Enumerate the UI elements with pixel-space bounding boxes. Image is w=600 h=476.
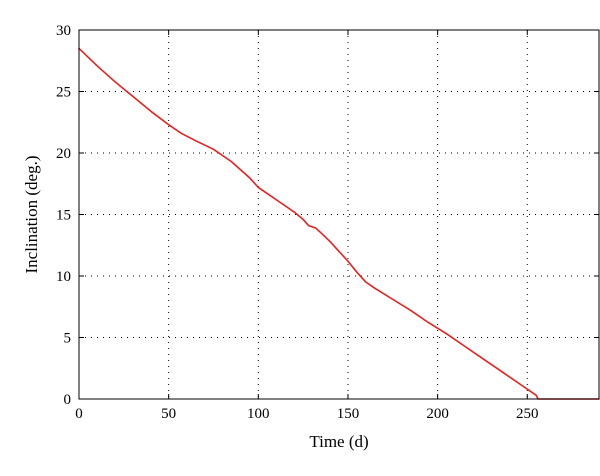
x-tick-label: 150 — [337, 406, 360, 422]
tick-marks — [78, 29, 599, 400]
y-tick-label: 10 — [56, 269, 71, 285]
x-tick-label: 100 — [247, 406, 270, 422]
y-tick-label: 25 — [56, 85, 71, 101]
x-tick-label: 200 — [426, 406, 449, 422]
y-tick-label: 0 — [64, 392, 72, 408]
y-tick-label: 5 — [64, 331, 72, 347]
y-tick-labels: 0 5 10 15 20 25 30 — [56, 23, 71, 408]
y-tick-label: 20 — [56, 146, 71, 162]
plot-background — [79, 30, 599, 399]
inclination-series-line — [78, 47, 600, 400]
x-axis-label: Time (d) — [309, 432, 368, 451]
series-layer — [78, 47, 600, 400]
y-tick-label: 30 — [56, 23, 71, 39]
x-tick-label: 250 — [516, 406, 539, 422]
x-tick-label: 50 — [161, 406, 176, 422]
x-tick-labels: 0 50 100 150 200 250 — [75, 406, 538, 422]
x-tick-label: 0 — [75, 406, 83, 422]
y-axis-label: Inclination (deg.) — [22, 155, 41, 273]
y-tick-label: 15 — [56, 208, 71, 224]
